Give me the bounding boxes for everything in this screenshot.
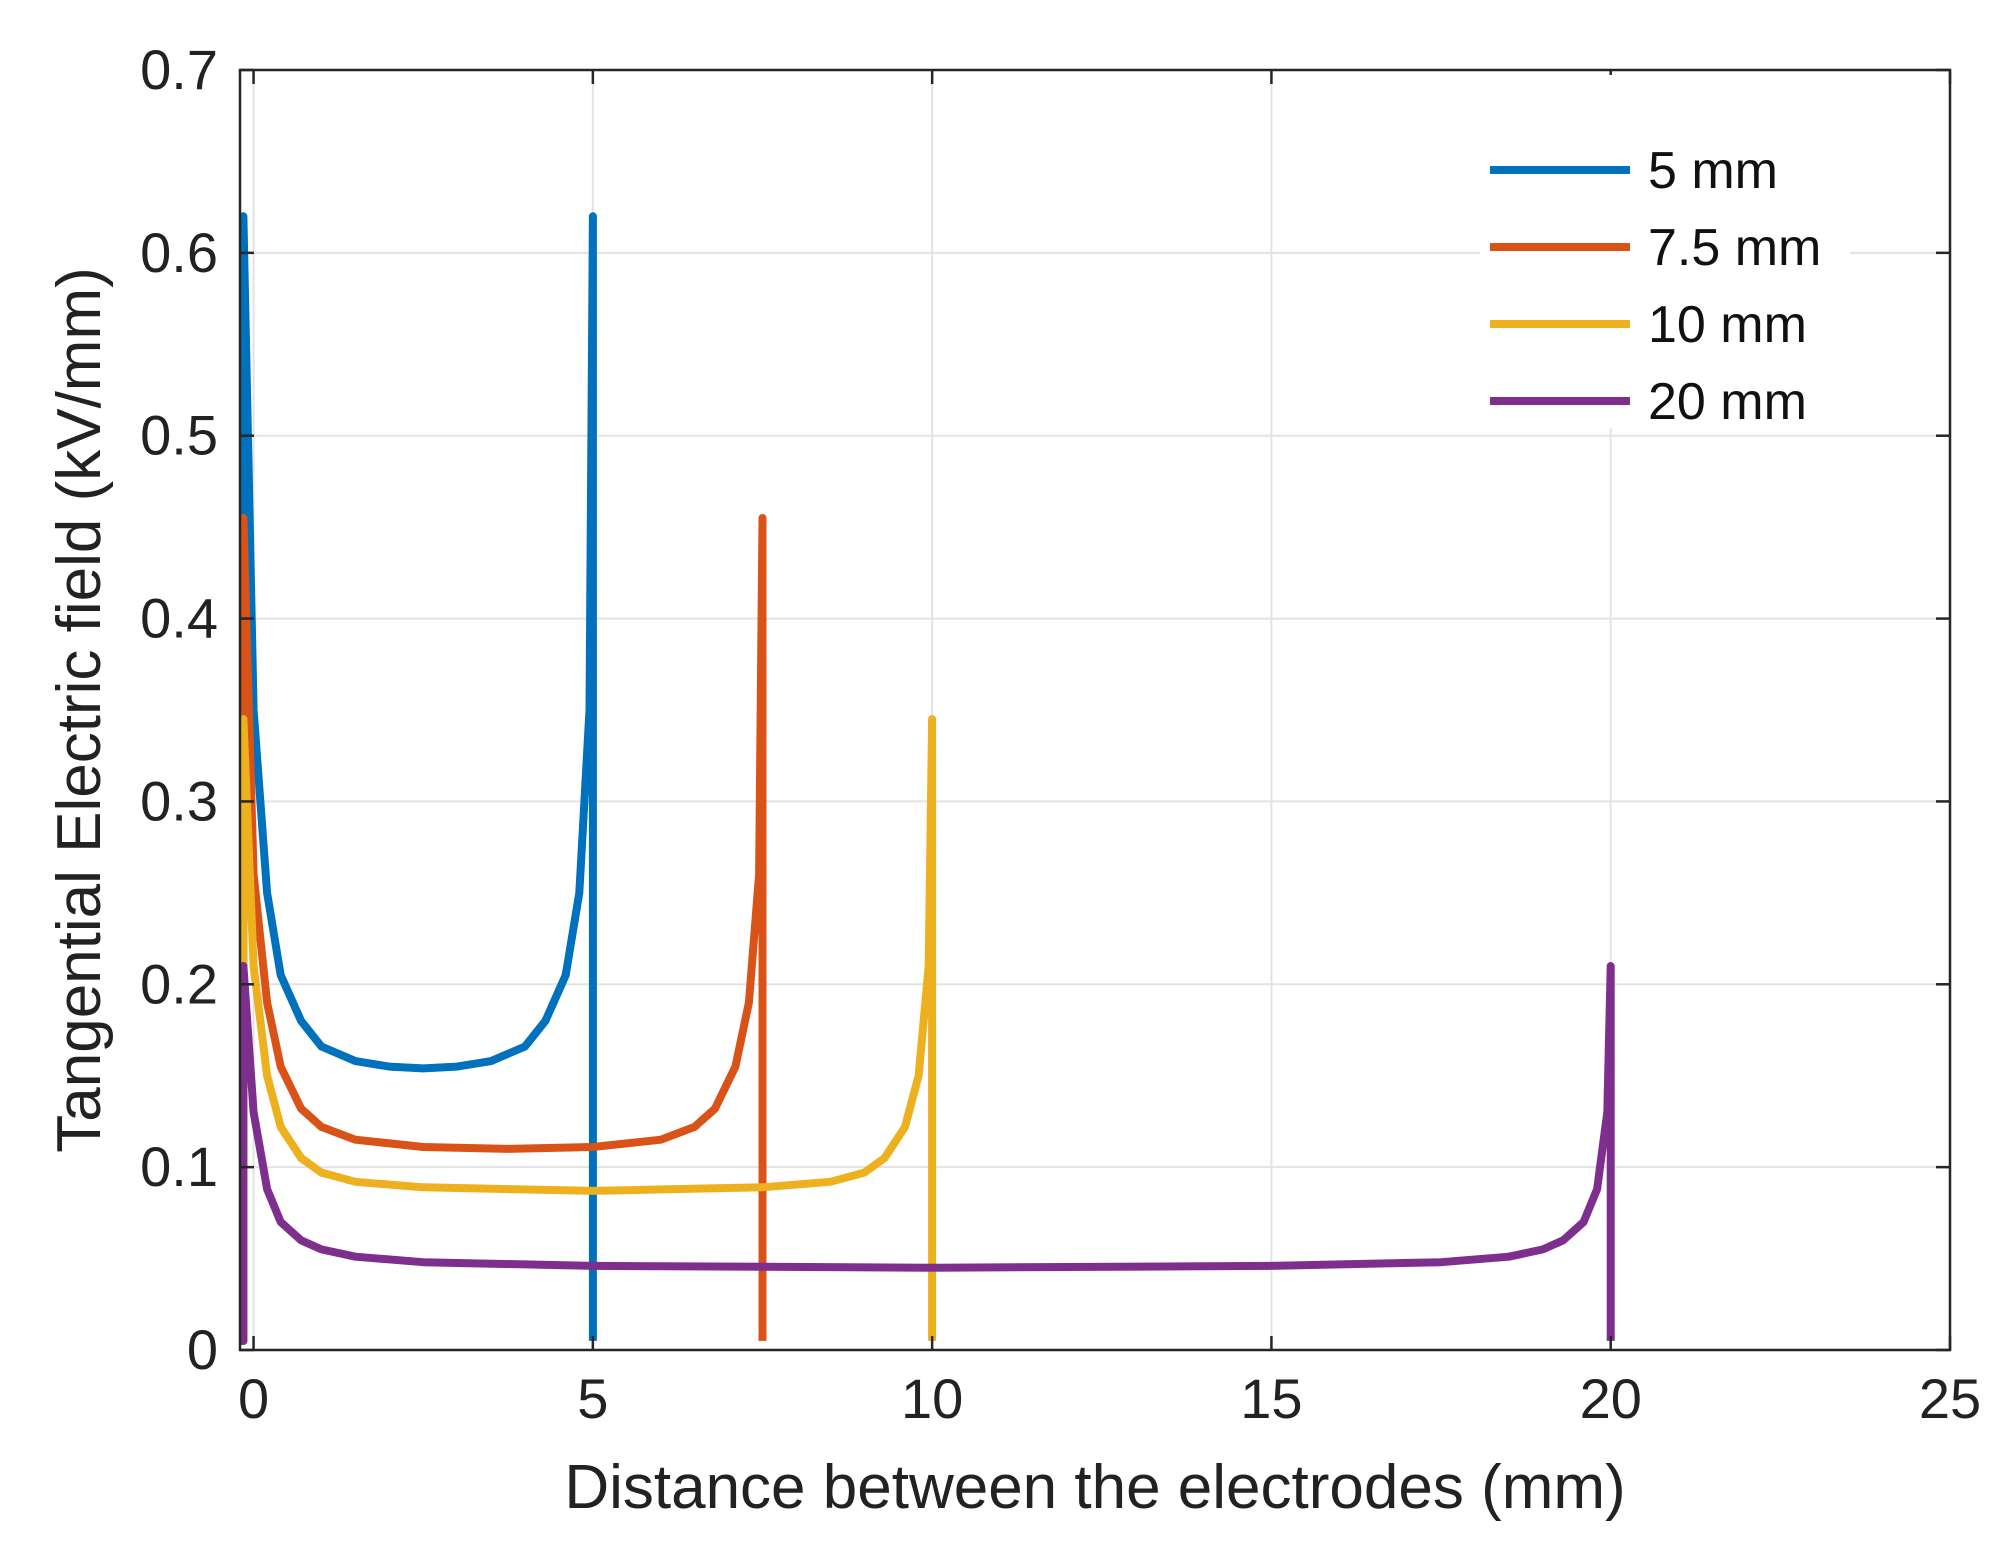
y-axis-title: Tangential Electric field (kV/mm) [45,267,114,1153]
x-axis-title: Distance between the electrodes (mm) [564,1453,1625,1522]
y-tick-label: 0.4 [140,587,218,650]
x-tick-label: 0 [238,1367,269,1430]
y-tick-label: 0.7 [140,38,218,101]
plot-frame [238,68,1952,1352]
legend-label: 20 mm [1648,373,1807,431]
x-tick-label: 5 [577,1367,608,1430]
series-line-7-5-mm [239,514,767,1345]
y-tick-label: 0.3 [140,769,218,832]
legend-label: 5 mm [1648,142,1778,200]
series-line-20-mm [239,962,1615,1345]
legend-label: 7.5 mm [1648,219,1821,277]
series-lines [239,212,1615,1345]
legend: 5 mm 7.5 mm 10 mm 20 mm [1480,75,1850,431]
x-tick-label: 25 [1919,1367,1981,1430]
y-tick-label: 0 [187,1318,218,1381]
x-tick-label: 10 [901,1367,963,1430]
y-tick-label: 0.1 [140,1135,218,1198]
series-line-10-mm [239,715,937,1345]
y-tick-label: 0.5 [140,404,218,467]
x-tick-label: 15 [1240,1367,1302,1430]
series-line-5-mm [239,212,597,1345]
legend-label: 10 mm [1648,296,1807,354]
legend-box [1480,75,1850,428]
axis-ticks: 0 5 10 15 20 25 0 0.1 0.2 0.3 0.4 0.5 0.6 0.7 [140,38,1981,1430]
y-tick-label: 0.2 [140,952,218,1015]
y-tick-label: 0.6 [140,221,218,284]
x-tick-label: 20 [1580,1367,1642,1430]
